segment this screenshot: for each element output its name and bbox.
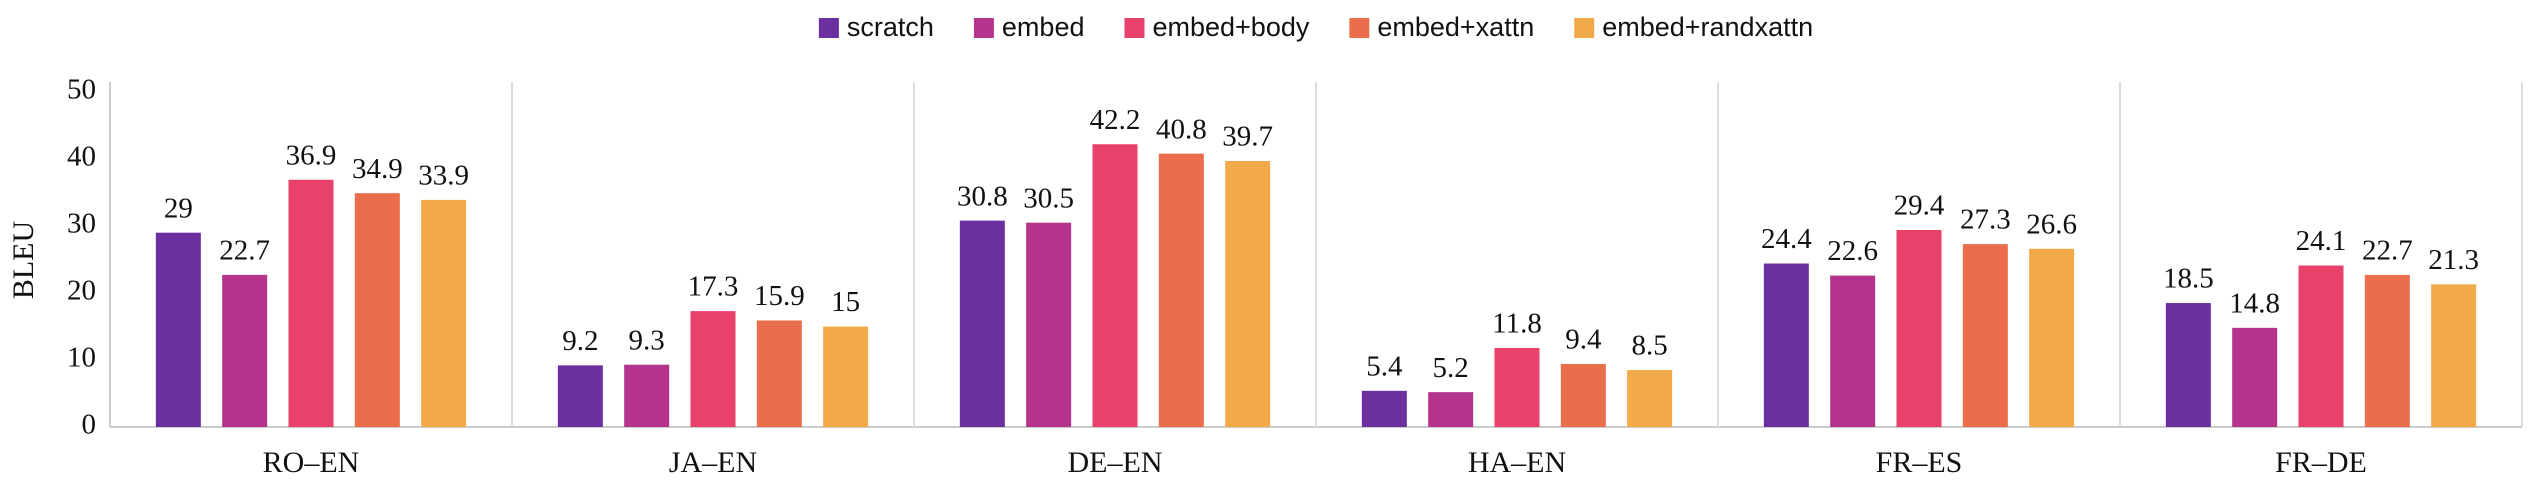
data-label: 22.6	[1827, 235, 1878, 267]
bar	[2232, 327, 2278, 427]
x-tick-label: RO–EN	[263, 446, 360, 479]
data-label: 27.3	[1960, 204, 2011, 236]
data-label: 11.8	[1492, 308, 1542, 340]
data-label: 29.4	[1894, 190, 1945, 222]
bar	[1830, 275, 1876, 427]
bar	[557, 365, 603, 427]
bar	[2165, 303, 2211, 427]
data-label: 14.8	[2229, 287, 2280, 319]
data-label: 9.3	[629, 324, 665, 356]
data-label: 33.9	[418, 160, 469, 192]
y-axis-label: BLEU	[7, 221, 40, 300]
y-tick-label: 20	[67, 275, 96, 307]
bar	[1092, 144, 1138, 427]
data-label: 22.7	[219, 235, 270, 267]
data-label: 24.1	[2296, 225, 2347, 257]
bar	[155, 232, 201, 427]
bar	[2364, 274, 2410, 427]
data-label: 42.2	[1090, 104, 1141, 136]
bar	[1428, 392, 1474, 427]
legend-swatch	[1349, 18, 1370, 38]
data-label: 21.3	[2428, 244, 2479, 276]
x-tick-label: FR–ES	[1876, 446, 1963, 479]
data-label: 34.9	[352, 153, 403, 185]
bar	[1896, 230, 1942, 427]
bar	[1962, 244, 2008, 427]
x-tick-label: JA–EN	[669, 446, 757, 479]
data-label: 17.3	[688, 271, 739, 303]
data-label: 40.8	[1156, 113, 1207, 145]
legend-swatch	[818, 18, 839, 38]
data-label: 5.2	[1433, 352, 1469, 384]
data-label: 9.4	[1565, 324, 1602, 356]
data-label: 30.8	[957, 180, 1008, 212]
y-tick-label: 0	[82, 409, 97, 441]
bar	[1494, 347, 1540, 427]
legend-label: embed+randxattn	[1602, 12, 1813, 42]
data-label: 8.5	[1632, 330, 1668, 362]
bar	[421, 199, 467, 427]
data-label: 30.5	[1023, 182, 1074, 214]
bar	[222, 274, 268, 427]
bar	[288, 179, 334, 427]
y-tick-label: 30	[67, 208, 96, 240]
data-label: 18.5	[2163, 263, 2214, 295]
bar	[823, 326, 869, 427]
bar	[2298, 265, 2344, 427]
data-label: 26.6	[2026, 208, 2077, 240]
y-tick-label: 10	[67, 342, 96, 374]
data-label: 22.7	[2362, 235, 2413, 267]
x-tick-label: DE–EN	[1068, 446, 1163, 479]
legend-swatch	[973, 18, 994, 38]
legend-label: embed+body	[1152, 12, 1309, 42]
bar	[1560, 364, 1606, 427]
legend-label: embed+xattn	[1377, 12, 1534, 42]
data-label: 36.9	[286, 139, 337, 171]
data-label: 15.9	[754, 280, 805, 312]
data-label: 29	[164, 192, 193, 224]
legend-swatch	[1574, 18, 1595, 38]
data-label: 5.4	[1366, 350, 1403, 382]
legend-label: scratch	[847, 12, 934, 42]
bar	[1763, 263, 1809, 427]
legend-label: embed	[1002, 12, 1085, 42]
bar	[1026, 222, 1072, 427]
bar	[1158, 153, 1204, 427]
data-label: 9.2	[562, 325, 598, 357]
y-tick-label: 50	[67, 74, 96, 106]
bar	[1361, 390, 1407, 427]
x-tick-label: FR–DE	[2275, 446, 2367, 479]
bar	[690, 311, 736, 427]
bar	[756, 320, 802, 427]
bar	[2431, 284, 2477, 427]
bar	[2029, 248, 2075, 427]
bar	[959, 220, 1005, 427]
bar	[1225, 161, 1271, 427]
legend: scratch embed embed+body embed+xattn embed+r…	[818, 12, 1813, 42]
bar	[624, 364, 670, 427]
legend-swatch	[1124, 18, 1145, 38]
x-tick-label: HA–EN	[1468, 446, 1566, 479]
data-label: 39.7	[1222, 121, 1273, 153]
bar	[354, 193, 400, 427]
y-tick-label: 40	[67, 141, 96, 173]
data-label: 24.4	[1761, 223, 1812, 255]
data-label: 15	[831, 286, 860, 318]
bar	[1627, 370, 1673, 427]
